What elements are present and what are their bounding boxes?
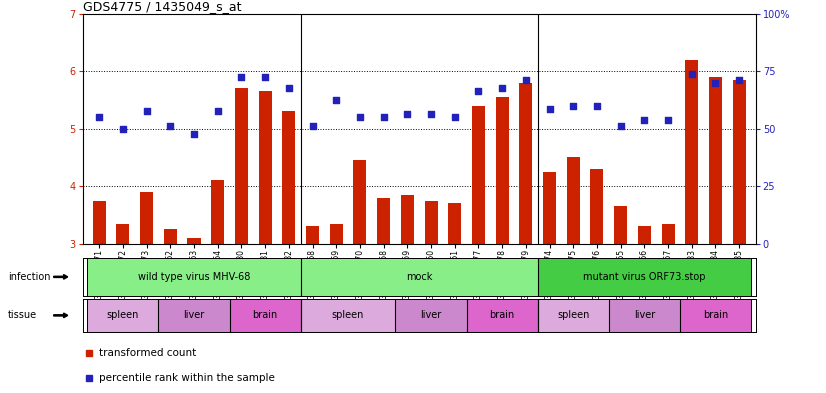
Bar bbox=[538, 258, 751, 296]
Point bbox=[330, 97, 343, 103]
Bar bbox=[306, 226, 319, 244]
Bar bbox=[520, 83, 533, 244]
Text: brain: brain bbox=[703, 310, 728, 320]
Text: brain: brain bbox=[490, 310, 515, 320]
Point bbox=[164, 123, 177, 129]
Point bbox=[520, 77, 533, 83]
Bar bbox=[680, 299, 751, 332]
Bar bbox=[609, 299, 680, 332]
Bar bbox=[230, 299, 301, 332]
Bar bbox=[93, 200, 106, 244]
Bar bbox=[301, 258, 538, 296]
Point bbox=[401, 111, 414, 118]
Point bbox=[449, 114, 462, 120]
Point bbox=[567, 103, 580, 109]
Point bbox=[614, 123, 627, 129]
Text: percentile rank within the sample: percentile rank within the sample bbox=[99, 373, 275, 383]
Point bbox=[93, 114, 106, 120]
Text: tissue: tissue bbox=[8, 310, 37, 320]
Point bbox=[354, 114, 367, 120]
Point bbox=[282, 85, 296, 92]
Text: spleen: spleen bbox=[332, 310, 364, 320]
Bar bbox=[188, 238, 201, 244]
Text: liver: liver bbox=[420, 310, 442, 320]
Point bbox=[472, 88, 485, 94]
Point bbox=[662, 117, 675, 123]
Text: transformed count: transformed count bbox=[99, 348, 197, 358]
Bar bbox=[709, 77, 722, 244]
Bar bbox=[259, 91, 272, 244]
Bar bbox=[472, 106, 485, 244]
Point bbox=[709, 79, 722, 86]
Text: wild type virus MHV-68: wild type virus MHV-68 bbox=[138, 272, 250, 282]
Bar bbox=[164, 229, 177, 244]
Text: liver: liver bbox=[183, 310, 205, 320]
Bar bbox=[662, 224, 675, 244]
Point bbox=[140, 108, 153, 115]
Text: mock: mock bbox=[406, 272, 432, 282]
Point bbox=[116, 125, 130, 132]
Bar bbox=[467, 299, 538, 332]
Point bbox=[235, 74, 248, 80]
Point bbox=[188, 131, 201, 138]
Bar bbox=[591, 169, 604, 244]
Bar bbox=[140, 192, 153, 244]
Bar bbox=[235, 88, 248, 244]
Bar bbox=[282, 112, 296, 244]
Text: mutant virus ORF73.stop: mutant virus ORF73.stop bbox=[583, 272, 705, 282]
Bar bbox=[396, 299, 467, 332]
Bar bbox=[401, 195, 414, 244]
Point bbox=[259, 74, 272, 80]
Bar bbox=[638, 226, 651, 244]
Point bbox=[425, 111, 438, 118]
Point bbox=[686, 71, 699, 77]
Bar bbox=[301, 299, 396, 332]
Text: liver: liver bbox=[634, 310, 655, 320]
Bar bbox=[330, 224, 343, 244]
Bar bbox=[116, 224, 130, 244]
Bar bbox=[567, 158, 580, 244]
Bar bbox=[496, 97, 509, 244]
Bar bbox=[88, 258, 301, 296]
Point bbox=[591, 103, 604, 109]
Point bbox=[543, 105, 556, 112]
Text: spleen: spleen bbox=[557, 310, 590, 320]
Point bbox=[638, 117, 651, 123]
Bar bbox=[354, 160, 367, 244]
Point bbox=[306, 123, 319, 129]
Bar bbox=[159, 299, 230, 332]
Bar bbox=[211, 180, 224, 244]
Point bbox=[733, 77, 746, 83]
Bar bbox=[425, 200, 438, 244]
Text: spleen: spleen bbox=[107, 310, 139, 320]
Bar bbox=[88, 299, 159, 332]
Bar bbox=[377, 198, 390, 244]
Bar bbox=[543, 172, 556, 244]
Bar bbox=[733, 80, 746, 244]
Bar bbox=[615, 206, 627, 244]
Text: infection: infection bbox=[8, 272, 50, 282]
Point bbox=[377, 114, 390, 120]
Bar bbox=[538, 299, 609, 332]
Bar bbox=[449, 204, 461, 244]
Text: GDS4775 / 1435049_s_at: GDS4775 / 1435049_s_at bbox=[83, 0, 241, 13]
Point bbox=[211, 108, 225, 115]
Text: brain: brain bbox=[253, 310, 278, 320]
Bar bbox=[686, 60, 698, 244]
Point bbox=[496, 85, 509, 92]
